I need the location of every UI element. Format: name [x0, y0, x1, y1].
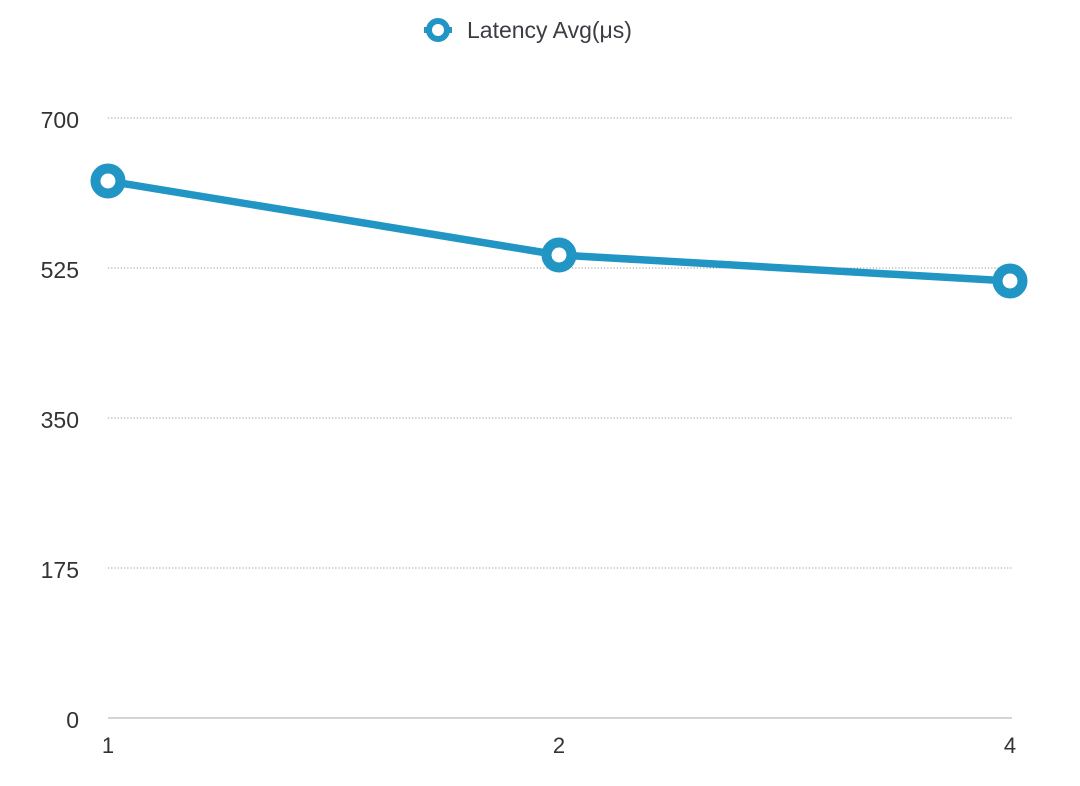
svg-text:175: 175	[41, 557, 79, 583]
svg-text:2: 2	[553, 733, 565, 758]
svg-text:1: 1	[102, 733, 114, 758]
svg-text:350: 350	[41, 407, 79, 433]
svg-text:Latency Avg(μs): Latency Avg(μs)	[467, 17, 632, 43]
svg-text:0: 0	[66, 707, 79, 733]
svg-text:700: 700	[41, 107, 79, 133]
svg-text:525: 525	[41, 257, 79, 283]
svg-text:4: 4	[1004, 733, 1016, 758]
